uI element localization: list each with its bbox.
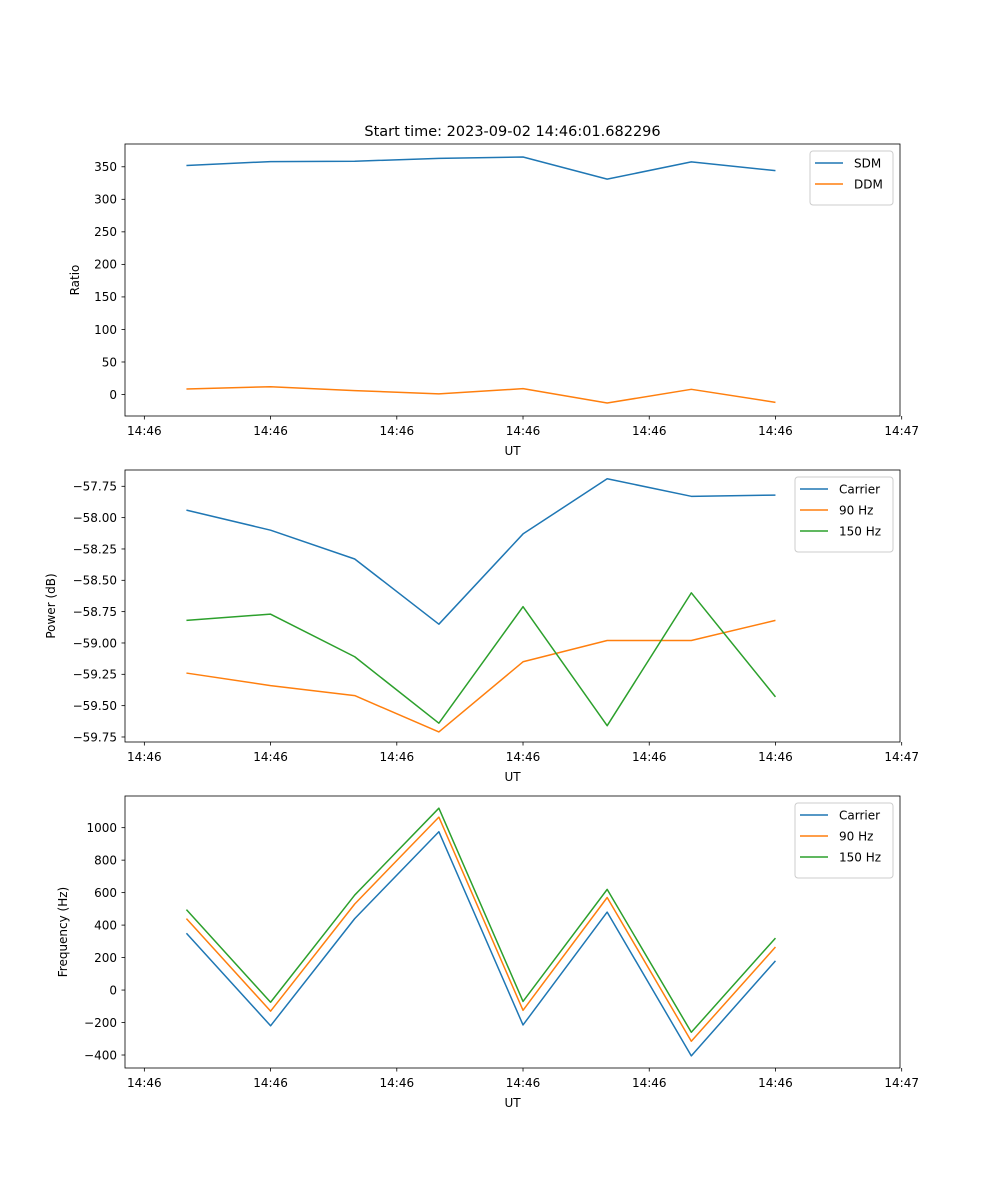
y-tick-label: −59.75 xyxy=(73,730,117,744)
x-tick-label: 14:46 xyxy=(253,424,288,438)
x-tick-label: 14:46 xyxy=(758,1076,793,1090)
legend-label: DDM xyxy=(854,177,883,191)
plot-frame xyxy=(124,795,901,1069)
y-tick-label: −59.00 xyxy=(73,636,117,650)
legend-label: Carrier xyxy=(839,808,880,822)
y-tick-label: 800 xyxy=(94,853,117,867)
y-tick-label: 300 xyxy=(94,193,117,207)
y-tick-label: −57.75 xyxy=(73,480,117,494)
x-tick-label: 14:46 xyxy=(632,1076,667,1090)
charts-container: 14:46 14:46 14:46 14:46 14:46 14:46 14:47 0 50 10… xyxy=(44,143,919,1110)
legend: SDM DDM xyxy=(809,150,894,206)
legend-label: 150 Hz xyxy=(839,524,881,538)
y-tick-label: −58.25 xyxy=(73,542,117,556)
plot-frame xyxy=(124,469,901,743)
y-tick-label: 350 xyxy=(94,160,117,174)
x-tick-label: 14:46 xyxy=(758,424,793,438)
y-tick-label: −400 xyxy=(84,1048,117,1062)
y-tick-label: −59.50 xyxy=(73,699,117,713)
series-line-150-hz xyxy=(186,592,777,727)
y-tick-label: 200 xyxy=(94,258,117,272)
x-tick-label: 14:46 xyxy=(127,750,162,764)
y-tick-label: −200 xyxy=(84,1016,117,1030)
x-tick-label: 14:46 xyxy=(506,1076,541,1090)
x-tick-label: 14:47 xyxy=(884,424,919,438)
chart-frequency: 14:46 14:46 14:46 14:46 14:46 14:46 14:47 −400 −… xyxy=(56,795,919,1110)
x-tick-label: 14:46 xyxy=(380,424,415,438)
y-axis-label: Power (dB) xyxy=(44,573,58,638)
series-line-carrier xyxy=(186,478,776,625)
legend-label: SDM xyxy=(854,156,881,170)
x-tick-label: 14:47 xyxy=(884,1076,919,1090)
y-tick-label: −58.00 xyxy=(73,511,117,525)
x-axis-label: UT xyxy=(504,1096,521,1110)
y-tick-label: 150 xyxy=(94,290,117,304)
legend: Carrier 90 Hz 150 Hz xyxy=(794,802,894,879)
x-tick-label: 14:46 xyxy=(253,1076,288,1090)
legend-box xyxy=(794,476,894,553)
series-line-90-hz xyxy=(185,816,777,1042)
series-line-carrier xyxy=(185,830,777,1057)
y-tick-label: 0 xyxy=(109,983,117,997)
x-tick-label: 14:46 xyxy=(380,750,415,764)
series-line-90-hz xyxy=(186,619,776,733)
x-tick-label: 14:46 xyxy=(632,750,667,764)
series-line-ddm xyxy=(186,385,776,404)
figure-title: Start time: 2023-09-02 14:46:01.682296 xyxy=(364,124,660,140)
series-line-150-hz xyxy=(185,807,777,1034)
y-tick-label: 400 xyxy=(94,918,117,932)
y-tick-label: −58.50 xyxy=(73,574,117,588)
legend-label: 90 Hz xyxy=(839,503,873,517)
legend-label: 150 Hz xyxy=(839,850,881,864)
y-tick-label: −58.75 xyxy=(73,605,117,619)
chart-ratio: 14:46 14:46 14:46 14:46 14:46 14:46 14:47 0 50 10… xyxy=(68,143,919,458)
x-tick-label: 14:47 xyxy=(884,750,919,764)
y-axis-label: Frequency (Hz) xyxy=(56,887,70,978)
x-tick-label: 14:46 xyxy=(127,1076,162,1090)
y-tick-label: −59.25 xyxy=(73,668,117,682)
x-tick-label: 14:46 xyxy=(758,750,793,764)
x-tick-label: 14:46 xyxy=(127,424,162,438)
x-tick-label: 14:46 xyxy=(632,424,667,438)
legend-label: Carrier xyxy=(839,482,880,496)
legend-label: 90 Hz xyxy=(839,829,873,843)
chart-power: 14:46 14:46 14:46 14:46 14:46 14:46 14:47 −59.7… xyxy=(44,469,919,784)
y-tick-label: 1000 xyxy=(86,821,117,835)
x-tick-label: 14:46 xyxy=(380,1076,415,1090)
x-axis-label: UT xyxy=(504,770,521,784)
x-axis-label: UT xyxy=(504,444,521,458)
y-tick-label: 100 xyxy=(94,323,117,337)
legend-box xyxy=(794,802,894,879)
y-tick-label: 50 xyxy=(102,355,117,369)
x-tick-label: 14:46 xyxy=(506,424,541,438)
legend: Carrier 90 Hz 150 Hz xyxy=(794,476,894,553)
y-tick-label: 200 xyxy=(94,951,117,965)
series-line-sdm xyxy=(186,156,776,180)
plot-frame xyxy=(124,143,901,417)
y-tick-label: 250 xyxy=(94,225,117,239)
legend-box xyxy=(809,150,894,206)
y-axis-label: Ratio xyxy=(68,265,82,296)
y-tick-label: 600 xyxy=(94,886,117,900)
x-tick-label: 14:46 xyxy=(506,750,541,764)
x-tick-label: 14:46 xyxy=(253,750,288,764)
y-tick-label: 0 xyxy=(109,388,117,402)
